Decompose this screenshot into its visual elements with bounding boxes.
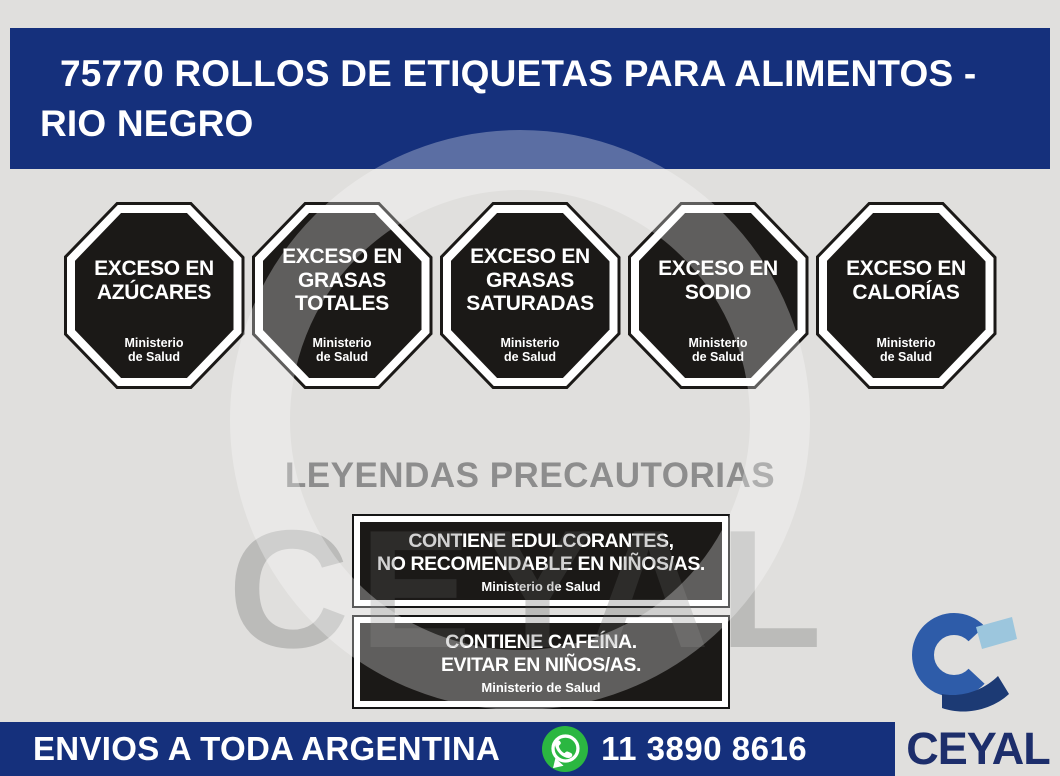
- whatsapp-icon: [542, 726, 589, 772]
- seal-ministry-text: Ministerio de Salud: [876, 336, 936, 364]
- seal-title: EXCESO EN GRASAS SATURADAS: [466, 245, 594, 316]
- seal-exceso-calorias: EXCESO EN CALORÍAS Ministerio de Salud: [815, 202, 997, 389]
- seal-exceso-grasas-saturadas: EXCESO EN GRASAS SATURADAS Ministerio de…: [439, 202, 621, 389]
- warning-seals-row: EXCESO EN AZÚCARES Ministerio de Salud E…: [0, 202, 1060, 389]
- seal-exceso-grasas-totales: EXCESO EN GRASAS TOTALES Ministerio de S…: [251, 202, 433, 389]
- seal-title: EXCESO EN SODIO: [658, 256, 778, 304]
- label-inner: CONTIENE CAFEÍNA. EVITAR EN NIÑOS/AS. Mi…: [360, 622, 722, 701]
- seal-title: EXCESO EN GRASAS TOTALES: [282, 245, 402, 316]
- shipping-text: ENVIOS A TODA ARGENTINA: [33, 730, 501, 767]
- octagon-black-fill: [826, 213, 986, 378]
- label-ministry-text: Ministerio de Salud: [481, 578, 601, 594]
- label-edulcorantes: CONTIENE EDULCORANTES, NO RECOMENDABLE E…: [352, 514, 730, 608]
- seal-exceso-azucares: EXCESO EN AZÚCARES Ministerio de Salud: [63, 202, 245, 389]
- seal-title: EXCESO EN CALORÍAS: [846, 256, 966, 304]
- footer-bar: ENVIOS A TODA ARGENTINA 11 3890 8616: [0, 722, 895, 776]
- label-cafeina: CONTIENE CAFEÍNA. EVITAR EN NIÑOS/AS. Mi…: [352, 614, 730, 709]
- label-inner: CONTIENE EDULCORANTES, NO RECOMENDABLE E…: [360, 522, 722, 600]
- label-ministry-text: Ministerio de Salud: [481, 679, 601, 695]
- header-banner: 75770 ROLLOS DE ETIQUETAS PARA ALIMENTOS…: [10, 28, 1050, 169]
- section-title: LEYENDAS PRECAUTORIAS: [284, 456, 776, 495]
- precautionary-labels: CONTIENE EDULCORANTES, NO RECOMENDABLE E…: [352, 514, 730, 709]
- seal-ministry-text: Ministerio de Salud: [688, 336, 748, 364]
- seal-ministry-text: Ministerio de Salud: [500, 336, 560, 364]
- label-text: CONTIENE CAFEÍNA. EVITAR EN NIÑOS/AS.: [440, 630, 642, 677]
- octagon-black-fill: [74, 213, 234, 378]
- label-text: CONTIENE EDULCORANTES, NO RECOMENDABLE E…: [377, 530, 705, 576]
- ceyal-wordmark: CEYAL: [906, 723, 1050, 774]
- seal-exceso-sodio: EXCESO EN SODIO Ministerio de Salud: [627, 202, 809, 389]
- octagon-black-fill: [638, 213, 798, 378]
- octagon-black-fill: [262, 213, 422, 378]
- ceyal-logo-icon: [912, 613, 1017, 712]
- seal-title: EXCESO EN AZÚCARES: [94, 256, 214, 304]
- phone-number: 11 3890 8616: [601, 730, 808, 767]
- header-title-line-2: RIO NEGRO: [40, 102, 254, 144]
- octagon-black-fill: [450, 213, 610, 378]
- seal-ministry-text: Ministerio de Salud: [312, 336, 372, 364]
- seal-ministry-text: Ministerio de Salud: [124, 336, 184, 364]
- header-title-line-1: 75770 ROLLOS DE ETIQUETAS PARA ALIMENTOS…: [60, 52, 977, 94]
